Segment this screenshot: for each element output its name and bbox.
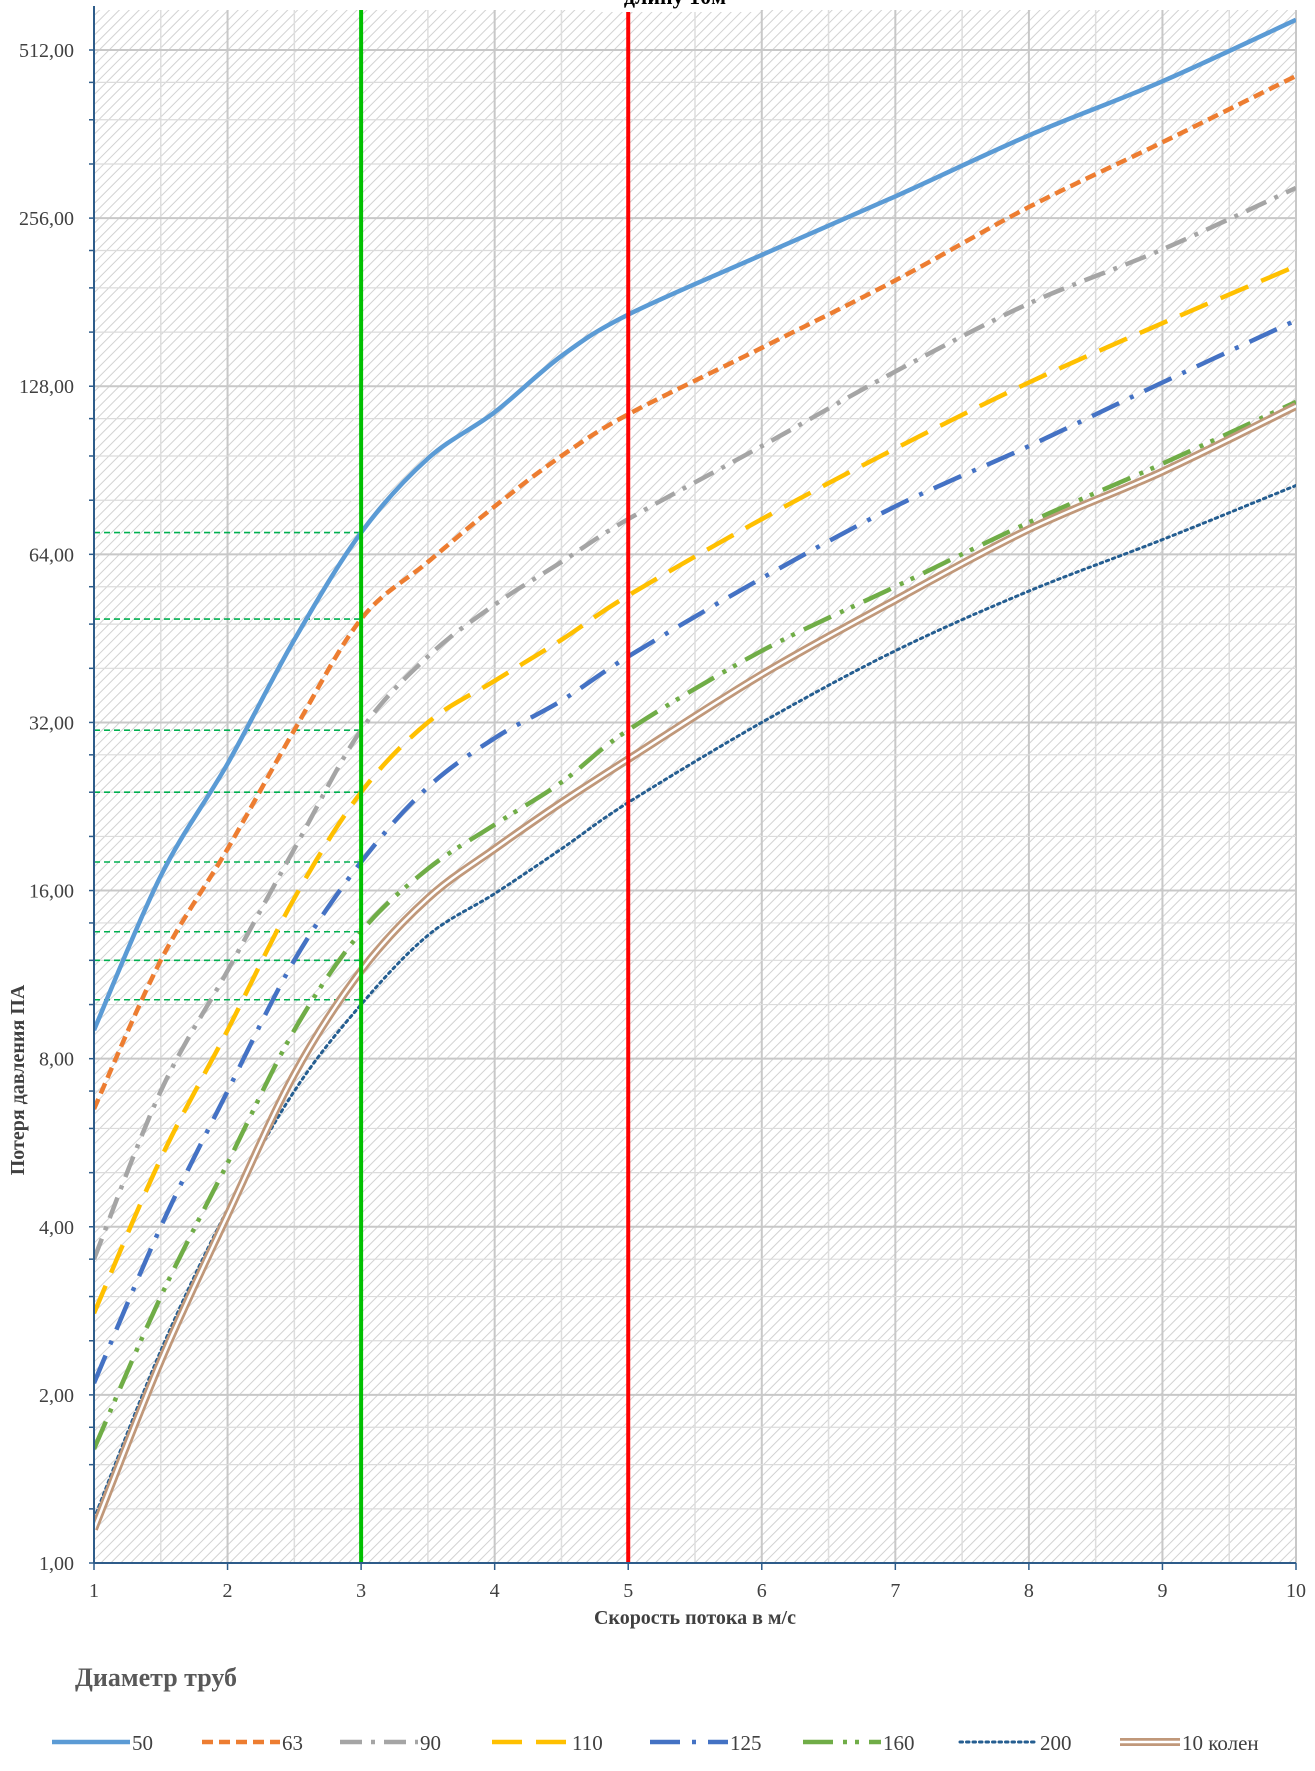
series-line-125	[94, 318, 1296, 1384]
x-tick-label: 5	[623, 1580, 633, 1602]
x-tick-label: 6	[757, 1580, 767, 1602]
chart-title: длину 10м	[624, 0, 726, 9]
legend-label-90: 90	[420, 1731, 441, 1755]
x-tick-label: 3	[356, 1580, 366, 1602]
x-tick-label: 9	[1157, 1580, 1167, 1602]
y-tick-labels: 1,00 2,00 4,00 8,00 16,00 32,00 64,00 128,00 256…	[19, 40, 74, 1575]
title-backdrop	[595, 0, 755, 12]
y-axis-title: Потеря давления ПА	[7, 984, 29, 1175]
y-tick-label: 8,00	[39, 1049, 74, 1071]
series-line-50	[94, 17, 1296, 1031]
y-tick-label: 128,00	[19, 376, 74, 398]
gridlines	[94, 10, 1297, 1564]
y-tick-label: 4,00	[39, 1217, 74, 1239]
y-tick-label: 256,00	[19, 208, 74, 230]
series-lines	[94, 17, 1296, 1531]
x-tick-label: 8	[1024, 1580, 1034, 1602]
reference-lines	[94, 531, 362, 1001]
legend-label-200: 200	[1040, 1731, 1072, 1755]
legend-title: Диаметр труб	[75, 1663, 237, 1692]
legend: 50 63 90 110 125 160 200 10 колен	[52, 1731, 1259, 1755]
legend-label-63: 63	[282, 1731, 303, 1755]
y-tick-label: 512,00	[19, 40, 74, 62]
series-line-10-колен-inner	[94, 404, 1296, 1530]
x-tick-label: 2	[223, 1580, 233, 1602]
y-tick-label: 2,00	[39, 1385, 74, 1407]
x-tick-label: 7	[890, 1580, 900, 1602]
y-tick-label: 1,00	[39, 1553, 74, 1575]
x-tick-label: 1	[89, 1580, 99, 1602]
x-axis-title: Скорость потока в м/с	[594, 1607, 796, 1629]
x-tick-label: 10	[1286, 1580, 1306, 1602]
legend-label-110: 110	[572, 1731, 603, 1755]
legend-label-125: 125	[730, 1731, 762, 1755]
y-tick-label: 16,00	[29, 881, 74, 903]
series-line-90	[94, 185, 1296, 1261]
series-line-63	[94, 73, 1296, 1110]
legend-label-50: 50	[132, 1731, 153, 1755]
legend-label-10-колен: 10 колен	[1182, 1731, 1259, 1755]
legend-label-160: 160	[883, 1731, 915, 1755]
x-tick-label: 4	[490, 1580, 500, 1602]
vertical-markers	[359, 10, 631, 1563]
series-line-160	[94, 399, 1296, 1450]
axes	[89, 6, 1297, 1570]
y-tick-label: 64,00	[29, 544, 74, 566]
series-line-110	[94, 264, 1296, 1315]
x-tick-labels: 1 2 3 4 5 6 7 8 9 10	[89, 1580, 1306, 1602]
y-tick-label: 32,00	[29, 712, 74, 734]
